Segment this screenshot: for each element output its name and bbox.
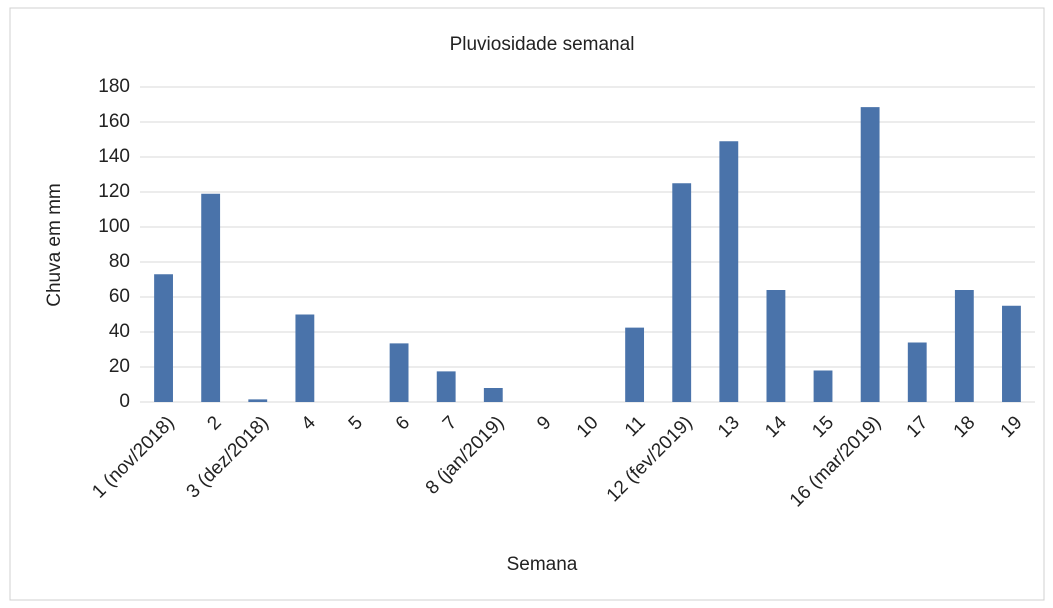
- bar: [672, 183, 692, 402]
- bar: [766, 290, 786, 402]
- chart-title: Pluviosidade semanal: [450, 34, 635, 55]
- y-tick-label: 20: [109, 356, 130, 377]
- y-axis-label: Chuva em mm: [44, 183, 65, 307]
- bar: [719, 141, 739, 402]
- y-tick-label: 140: [98, 146, 130, 167]
- bar: [389, 343, 409, 402]
- y-tick-label: 100: [98, 216, 130, 237]
- bar: [154, 274, 173, 402]
- bar: [201, 193, 221, 402]
- y-tick-label: 120: [98, 181, 130, 202]
- y-tick-label: 160: [98, 111, 130, 132]
- y-tick-label: 40: [109, 321, 130, 342]
- bar: [954, 290, 974, 402]
- bar: [295, 314, 315, 402]
- bar: [436, 371, 456, 402]
- bar: [625, 327, 645, 402]
- y-tick-label: 180: [98, 76, 130, 97]
- bar: [813, 370, 833, 402]
- bar: [907, 342, 927, 402]
- x-axis-label: Semana: [507, 554, 578, 575]
- bar: [860, 107, 880, 402]
- y-tick-label: 60: [109, 286, 130, 307]
- y-tick-label: 80: [109, 251, 130, 272]
- bar: [248, 399, 268, 402]
- y-tick-label: 0: [119, 391, 130, 412]
- bar: [1002, 305, 1021, 402]
- bar: [483, 388, 503, 402]
